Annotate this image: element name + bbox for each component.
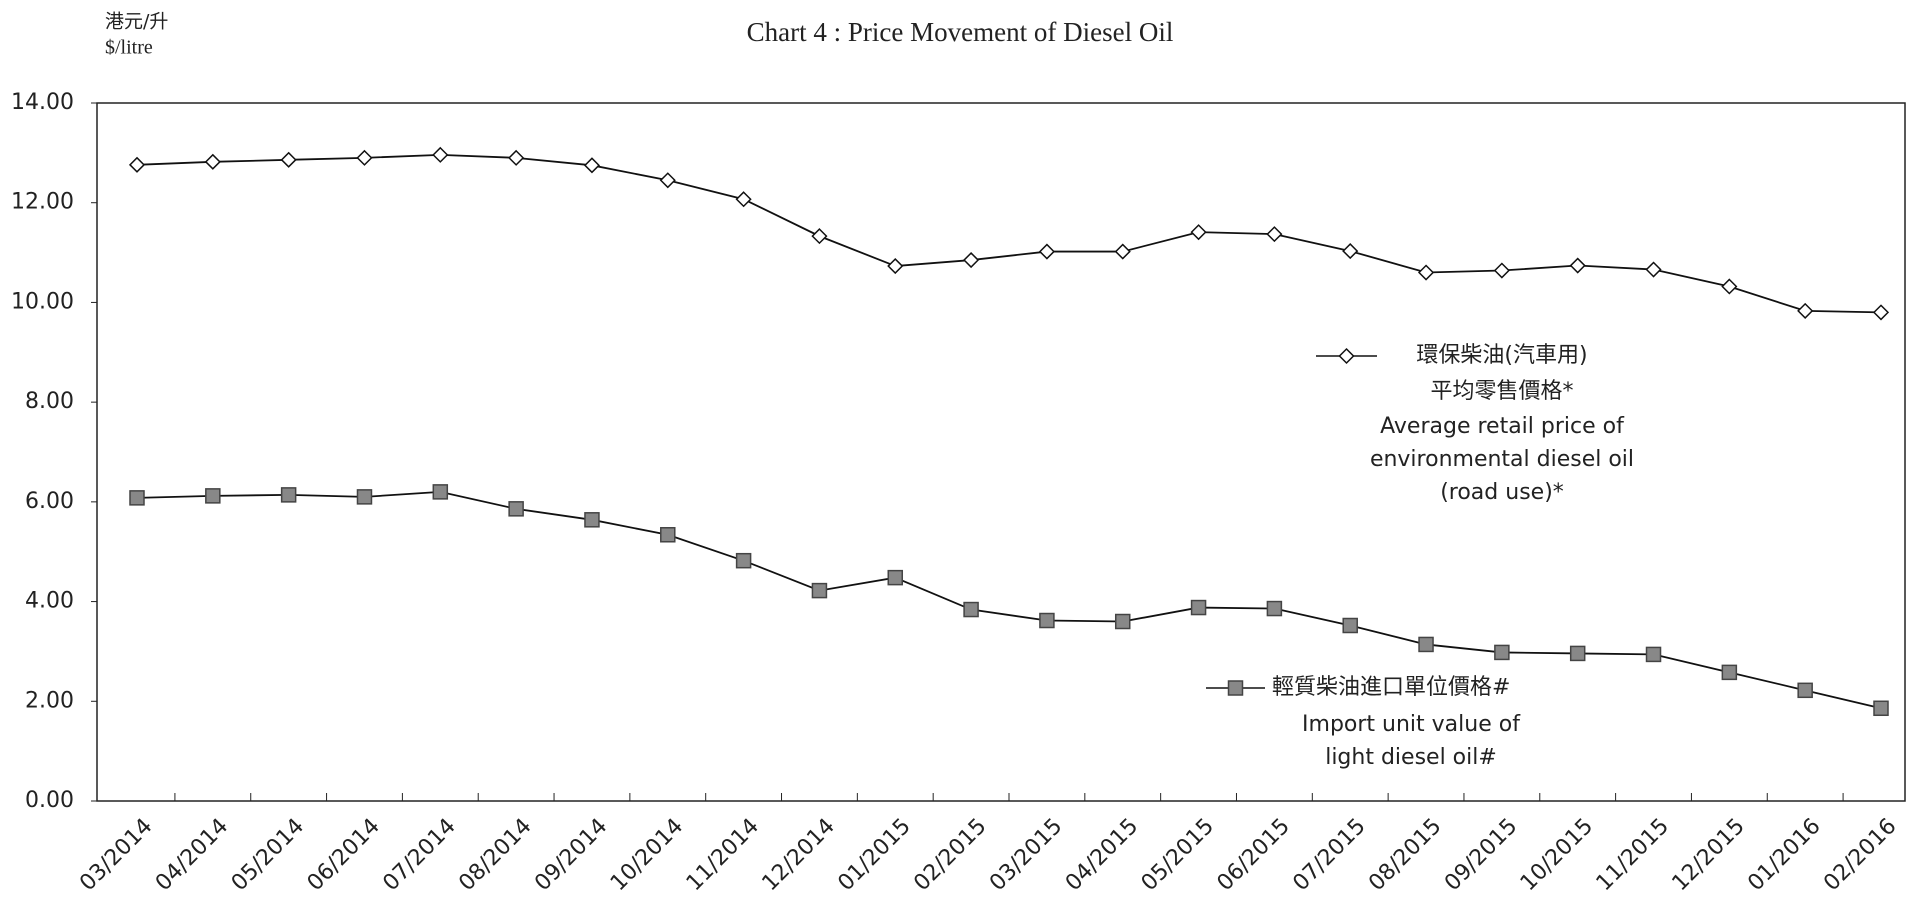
point bbox=[1266, 600, 1283, 617]
x-tick-label: 03/2015 bbox=[985, 814, 1067, 896]
point bbox=[735, 552, 752, 569]
legend-label: Average retail price of bbox=[1380, 414, 1625, 439]
point bbox=[1721, 278, 1738, 295]
point bbox=[584, 512, 600, 528]
y-tick-label: 6.00 bbox=[25, 489, 74, 514]
point bbox=[660, 527, 676, 543]
point bbox=[432, 484, 449, 500]
point bbox=[204, 153, 221, 170]
x-tick-label: 01/2016 bbox=[1743, 814, 1825, 896]
point bbox=[659, 172, 676, 189]
plot-frame bbox=[96, 102, 1906, 802]
point bbox=[735, 191, 752, 208]
y-tick-label: 4.00 bbox=[25, 589, 74, 614]
point bbox=[1114, 613, 1131, 630]
y-axis-label: $/litre bbox=[105, 37, 153, 59]
legend-label: Import unit value of bbox=[1302, 712, 1521, 737]
x-tick-label: 04/2014 bbox=[151, 814, 233, 896]
y-tick-label: 14.00 bbox=[11, 90, 74, 115]
point bbox=[1038, 243, 1055, 260]
legend-label: 平均零售價格* bbox=[1430, 379, 1573, 404]
point bbox=[1190, 224, 1207, 241]
x-tick-label: 08/2015 bbox=[1364, 814, 1446, 896]
point bbox=[1645, 646, 1662, 663]
x-tick-label: 04/2015 bbox=[1061, 814, 1143, 896]
x-tick-label: 07/2014 bbox=[378, 814, 460, 896]
point bbox=[1039, 612, 1055, 629]
x-tick-label: 12/2015 bbox=[1668, 814, 1750, 896]
x-tick-label: 12/2014 bbox=[758, 814, 840, 896]
point bbox=[1873, 700, 1889, 717]
point bbox=[280, 487, 297, 503]
point bbox=[1569, 257, 1586, 274]
point bbox=[128, 156, 146, 173]
y-axis-label: 港元/升 bbox=[105, 11, 168, 33]
x-tick-label: 05/2014 bbox=[227, 814, 309, 896]
point bbox=[205, 488, 221, 504]
chart-title: Chart 4 : Price Movement of Diesel Oil bbox=[747, 17, 1174, 47]
legend-label: 環保柴油(汽車用) bbox=[1416, 343, 1587, 368]
point bbox=[1721, 664, 1738, 681]
x-tick-label: 07/2015 bbox=[1288, 814, 1370, 896]
x-tick-label: 09/2015 bbox=[1440, 814, 1522, 896]
legend-label: (road use)* bbox=[1440, 480, 1564, 505]
x-tick-label: 10/2014 bbox=[606, 814, 688, 896]
point bbox=[887, 569, 904, 586]
point bbox=[1645, 261, 1662, 278]
x-tick-label: 02/2015 bbox=[909, 814, 991, 896]
point bbox=[356, 489, 373, 505]
point bbox=[1266, 226, 1283, 243]
x-tick-label: 10/2015 bbox=[1516, 814, 1598, 896]
point bbox=[887, 257, 904, 275]
x-tick-label: 09/2014 bbox=[530, 814, 612, 896]
point bbox=[811, 582, 828, 599]
point bbox=[129, 490, 145, 506]
x-tick-label: 05/2015 bbox=[1137, 814, 1219, 896]
y-tick-label: 8.00 bbox=[25, 389, 74, 414]
legend-label: 輕質柴油進口單位價格# bbox=[1272, 675, 1510, 700]
point bbox=[1190, 599, 1207, 616]
x-tick-label: 08/2014 bbox=[454, 814, 536, 896]
point bbox=[1418, 636, 1434, 653]
x-tick-label: 06/2014 bbox=[303, 814, 385, 896]
point bbox=[1342, 243, 1359, 260]
point bbox=[1872, 304, 1890, 321]
y-tick-label: 0.00 bbox=[25, 788, 74, 813]
point bbox=[963, 601, 979, 618]
series-line bbox=[136, 153, 1882, 314]
point bbox=[583, 157, 601, 174]
y-tick-label: 12.00 bbox=[11, 190, 74, 215]
point bbox=[1797, 682, 1813, 699]
point bbox=[1494, 644, 1510, 661]
point bbox=[1417, 264, 1435, 281]
x-tick-label: 02/2016 bbox=[1819, 814, 1901, 896]
point bbox=[963, 251, 980, 269]
series-line bbox=[136, 490, 1882, 710]
point bbox=[280, 151, 297, 168]
point bbox=[1797, 302, 1814, 319]
legend-marker bbox=[1338, 347, 1355, 365]
point bbox=[1342, 617, 1358, 634]
x-tick-label: 06/2015 bbox=[1213, 814, 1295, 896]
legend-label: light diesel oil# bbox=[1325, 745, 1497, 770]
x-tick-label: 03/2014 bbox=[75, 814, 157, 896]
point bbox=[508, 149, 525, 166]
point bbox=[811, 228, 828, 245]
legend-label: environmental diesel oil bbox=[1370, 447, 1634, 472]
point bbox=[1114, 243, 1131, 260]
point bbox=[432, 146, 449, 163]
x-tick-label: 11/2015 bbox=[1592, 814, 1674, 896]
y-tick-label: 2.00 bbox=[25, 688, 74, 713]
y-tick-label: 10.00 bbox=[11, 289, 74, 314]
point bbox=[356, 149, 373, 166]
point bbox=[1493, 262, 1510, 279]
legend-marker bbox=[1227, 680, 1244, 696]
x-tick-label: 11/2014 bbox=[682, 814, 764, 896]
point bbox=[1569, 645, 1586, 662]
x-tick-label: 01/2015 bbox=[833, 814, 915, 896]
point bbox=[508, 501, 524, 517]
